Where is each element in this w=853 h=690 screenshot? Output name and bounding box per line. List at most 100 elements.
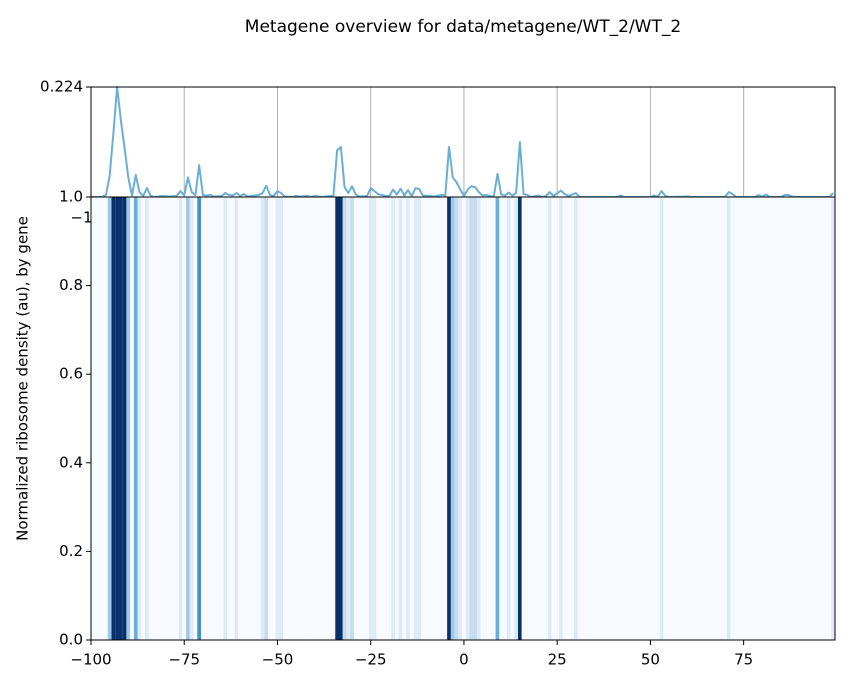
heatmap-cell (342, 197, 347, 640)
heatmap-cell (476, 197, 481, 640)
x-tick-label: 50 (641, 651, 660, 669)
heatmap-cell (111, 197, 116, 640)
heatmap-cell (339, 197, 343, 640)
heatmap-cell (406, 197, 410, 640)
y-tick-label: 1.0 (59, 188, 83, 206)
heatmap-cell (357, 197, 362, 640)
heatmap-cell (417, 197, 422, 640)
heatmap-cell (510, 197, 515, 640)
heatmap-cell (264, 197, 269, 640)
heatmap-cell (294, 197, 298, 640)
heatmap-cell (238, 197, 243, 640)
heatmap-cell (204, 197, 209, 640)
heatmap-cell (506, 197, 511, 640)
x-tick-label: −100 (70, 651, 111, 669)
heatmap-cell (831, 197, 835, 640)
heatmap-cell (189, 197, 194, 640)
heatmap-cell (432, 197, 436, 640)
heatmap-cell (122, 197, 127, 640)
x-tick-label: 25 (548, 651, 567, 669)
heatmap-cell (618, 197, 623, 640)
heatmap-cell (514, 197, 519, 640)
axes-frame (90, 196, 836, 641)
heatmap-cell (398, 197, 403, 640)
heatmap-cell (551, 197, 556, 640)
heatmap-cell (559, 197, 563, 640)
heatmap-cell (331, 197, 336, 640)
heatmap-cell (368, 197, 373, 640)
heatmap-cell (197, 197, 202, 640)
heatmap-cell (443, 197, 448, 640)
heatmap-cell (495, 197, 500, 640)
heatmap-cell (283, 197, 287, 640)
y-tick-label: 0.4 (59, 453, 83, 471)
heatmap-cell (566, 197, 571, 640)
heatmap-cell (118, 197, 123, 640)
heatmap-cell (137, 197, 142, 640)
heatmap-cell (178, 197, 183, 640)
heatmap-cell (764, 197, 768, 640)
heatmap-cell (402, 197, 407, 640)
y-tick-label: 0.224 (40, 78, 83, 96)
heatmap-cell (562, 197, 567, 640)
heatmap-cell (525, 197, 530, 640)
heatmap-cell (462, 197, 466, 640)
heatmap-cell (391, 197, 395, 640)
heatmap-cell (107, 197, 112, 640)
heatmap-cell (141, 197, 146, 640)
heatmap-cell (242, 197, 246, 640)
heatmap-cell (536, 197, 541, 640)
y-tick-label: 0.8 (59, 276, 83, 294)
heatmap-cell (421, 197, 425, 640)
heatmap-cell (148, 197, 153, 640)
heatmap-cell (450, 197, 455, 640)
heatmap-cell (115, 197, 119, 640)
heatmap-cell (353, 197, 358, 640)
heatmap-cell (145, 197, 149, 640)
heatmap-cell (376, 197, 381, 640)
heatmap-cell (387, 197, 392, 640)
heatmap-cell (465, 197, 470, 640)
heatmap-cell (428, 197, 433, 640)
heatmap-cell (480, 197, 485, 640)
heatmap-cell (652, 197, 656, 640)
heatmap-cell (484, 197, 489, 640)
heatmap-cell (790, 197, 794, 640)
heatmap-cell (730, 197, 735, 640)
x-tick-label: −75 (168, 651, 200, 669)
heatmap-cell (488, 197, 492, 640)
heatmap-cell (212, 197, 216, 640)
heatmap-cell (458, 197, 463, 640)
heatmap-cell (659, 197, 664, 640)
heatmap-cell (547, 197, 552, 640)
heatmap-cell (447, 197, 451, 640)
y-axis-label: Normalized ribosome density (au), by gen… (14, 216, 32, 541)
heatmap-cell (268, 197, 272, 640)
x-tick-label: −50 (262, 651, 294, 669)
heatmap-cell (133, 197, 138, 640)
y-tick-label: 0.6 (59, 365, 83, 383)
heatmap-cell (297, 197, 302, 640)
chart-title: Metagene overview for data/metagene/WT_2… (245, 17, 681, 37)
heatmap-cell (335, 197, 339, 640)
heatmap-cell (312, 197, 317, 640)
heatmap-cell (208, 197, 213, 640)
heatmap-cell (439, 197, 444, 640)
heatmap-cell (782, 197, 787, 640)
heatmap-cell (305, 197, 310, 640)
heatmap-cell (503, 197, 507, 640)
heatmap-cell (394, 197, 399, 640)
heatmap-cell (245, 197, 250, 640)
heatmap-cell (726, 197, 731, 640)
heatmap-cell (372, 197, 377, 640)
heatmap-cell (469, 197, 474, 640)
heatmap-cell (227, 197, 231, 640)
heatmap-cell (786, 197, 791, 640)
heatmap-cell (159, 197, 164, 640)
heatmap-cell (104, 197, 108, 640)
axes-background (91, 87, 835, 197)
heatmap-cell (760, 197, 765, 640)
heatmap-cell (130, 197, 134, 640)
heatmap-cell (756, 197, 761, 640)
